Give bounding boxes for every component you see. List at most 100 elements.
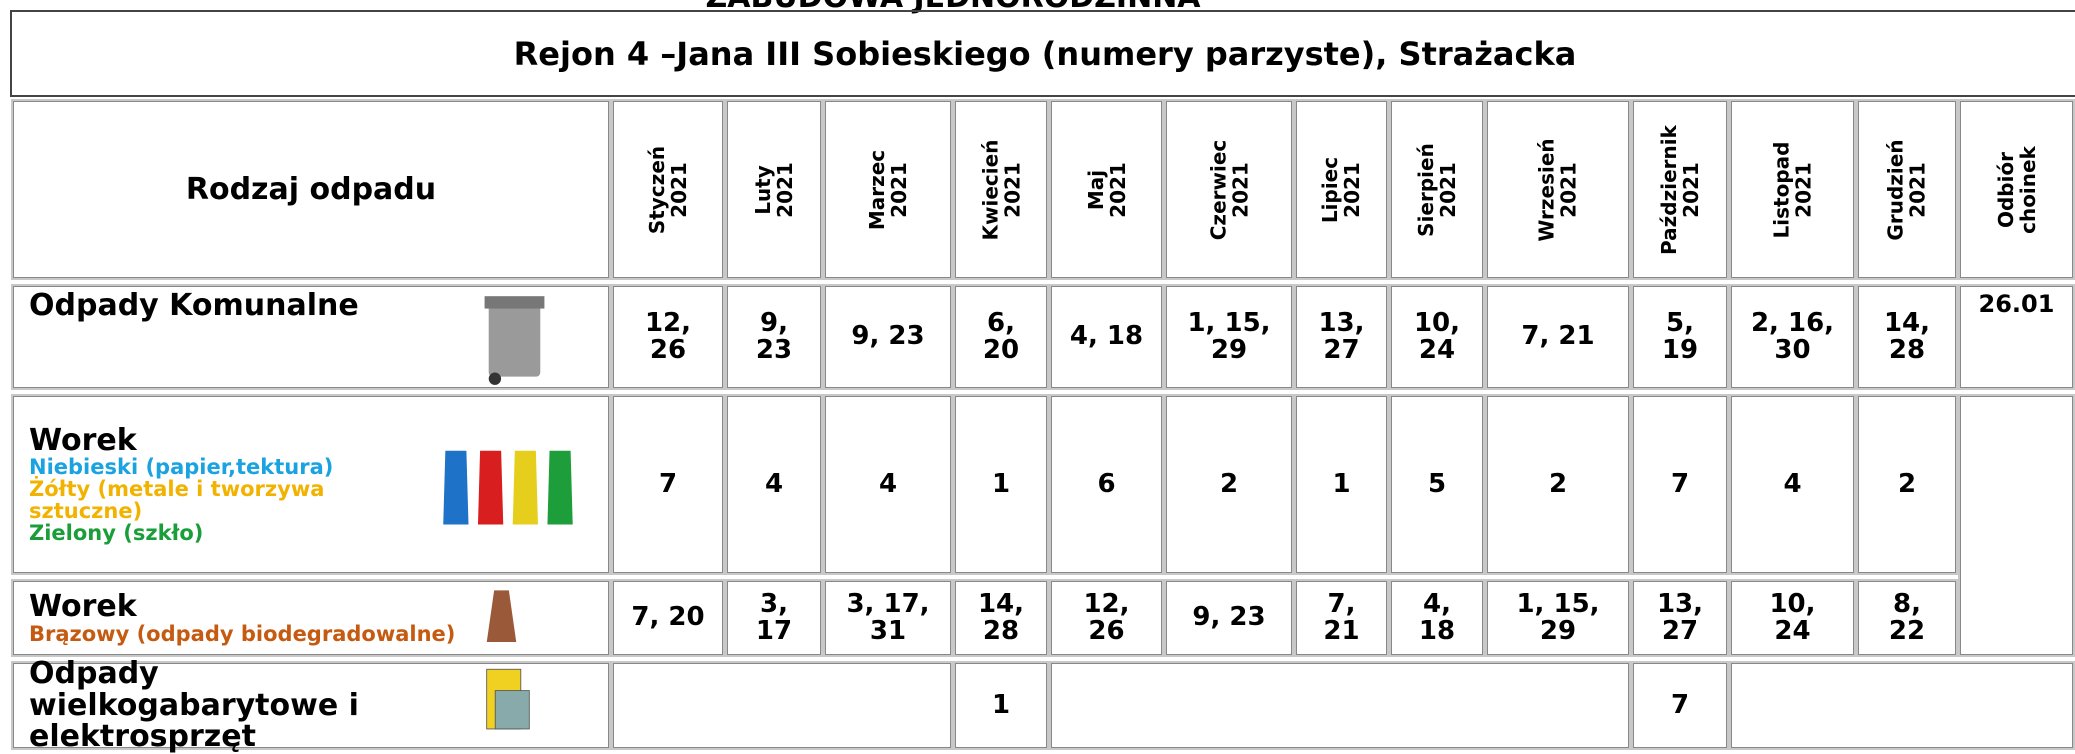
- date-text: 4: [1783, 471, 1801, 498]
- date-cell: 8, 22: [1856, 579, 1958, 657]
- date-text: 9, 23: [851, 323, 924, 350]
- date-text: 5, 19: [1651, 310, 1709, 365]
- date-text: 9, 23: [1192, 604, 1265, 631]
- month-header-line: Grudzień: [1885, 139, 1907, 240]
- month-header-line: Wrzesień: [1536, 138, 1558, 241]
- date-cell: 12, 26: [611, 284, 725, 390]
- date-cell: 7: [1631, 394, 1729, 575]
- date-text: 7: [1671, 471, 1689, 498]
- date-text: 12, 26: [1069, 591, 1144, 646]
- date-cell: 10, 24: [1729, 579, 1856, 657]
- tree-header-line: choinek: [2017, 146, 2039, 234]
- month-header-line: 2021: [1342, 156, 1364, 222]
- date-text: 2: [1549, 471, 1567, 498]
- month-header-line: 2021: [1558, 138, 1580, 241]
- date-text: 13, 27: [1314, 310, 1369, 365]
- date-text: 1: [1332, 471, 1350, 498]
- date-cell: 4: [823, 394, 953, 575]
- empty-cell: [1049, 661, 1631, 750]
- date-cell: 13, 27: [1631, 579, 1729, 657]
- header-label: Rodzaj odpadu: [186, 174, 436, 206]
- month-header-line: 2021: [1680, 125, 1702, 255]
- empty-cell: [1729, 661, 2075, 750]
- month-header-line: 2021: [668, 145, 690, 233]
- waste-icon: [469, 665, 547, 746]
- date-text: 4, 18: [1070, 323, 1143, 350]
- month-header-line: 2021: [774, 162, 796, 218]
- date-text: 1: [992, 471, 1010, 498]
- row-title: Odpady wielkogabarytowe i elektrosprzęt: [29, 658, 469, 753]
- date-cell: 2: [1485, 394, 1631, 575]
- date-cell: 2: [1164, 394, 1294, 575]
- month-header-line: Kwiecień: [979, 139, 1001, 240]
- date-text: 7, 21: [1314, 591, 1369, 646]
- month-header-line: 2021: [1001, 139, 1023, 240]
- date-cell: 10, 24: [1389, 284, 1485, 390]
- date-text: 1, 15, 29: [1505, 591, 1611, 646]
- date-cell: 3, 17, 31: [823, 579, 953, 657]
- month-header-line: Październik: [1658, 125, 1680, 255]
- date-cell: 9, 23: [725, 284, 823, 390]
- date-cell: 3, 17: [725, 579, 823, 657]
- region-box: Rejon 4 –Jana III Sobieskiego (numery pa…: [10, 10, 2075, 97]
- date-cell: 1: [953, 394, 1049, 575]
- date-text: 3, 17, 31: [843, 591, 933, 646]
- date-cell: 1, 15, 29: [1164, 284, 1294, 390]
- waste-icon: [469, 583, 534, 653]
- row-label: Odpady wielkogabarytowe i elektrosprzęt: [29, 658, 469, 753]
- month-header-line: 2021: [888, 149, 910, 229]
- month-header-line: Luty: [752, 162, 774, 218]
- date-cell: 2: [1856, 394, 1958, 575]
- row-sublabel: Żółty (metale i tworzywa sztuczne): [29, 478, 424, 522]
- date-cell: 7: [1631, 661, 1729, 750]
- date-text: 14, 28: [1876, 310, 1938, 365]
- month-header-line: 2021: [1907, 139, 1929, 240]
- date-cell: 7, 21: [1485, 284, 1631, 390]
- month-header-line: 2021: [1229, 139, 1251, 240]
- date-text: 10, 24: [1409, 310, 1465, 365]
- month-header-line: 2021: [1437, 143, 1459, 237]
- row-label-cell: Odpady wielkogabarytowe i elektrosprzęt: [11, 661, 611, 750]
- date-cell: 2, 16, 30: [1729, 284, 1856, 390]
- date-cell: 9, 23: [823, 284, 953, 390]
- date-text: 2: [1898, 471, 1916, 498]
- row-title: Odpady Komunalne: [29, 290, 469, 322]
- date-text: 10, 24: [1749, 591, 1836, 646]
- date-text: 4, 18: [1409, 591, 1465, 646]
- date-cell: 7: [611, 394, 725, 575]
- tree-date: 26.01: [1979, 292, 2055, 317]
- month-header-line: Sierpień: [1415, 143, 1437, 237]
- date-text: 6: [1097, 471, 1115, 498]
- date-cell: 5, 19: [1631, 284, 1729, 390]
- date-cell: 1: [953, 661, 1049, 750]
- date-text: 4: [879, 471, 897, 498]
- date-cell: 4, 18: [1049, 284, 1164, 390]
- empty-cell: [611, 661, 953, 750]
- date-text: 8, 22: [1876, 591, 1938, 646]
- date-cell: 4: [725, 394, 823, 575]
- month-header-line: Czerwiec: [1207, 139, 1229, 240]
- date-cell: 5: [1389, 394, 1485, 575]
- month-header-line: Maj: [1084, 162, 1106, 218]
- date-text: 3, 17: [745, 591, 803, 646]
- tree-cell: 26.01: [1958, 284, 2075, 390]
- waste-icon: [469, 290, 560, 388]
